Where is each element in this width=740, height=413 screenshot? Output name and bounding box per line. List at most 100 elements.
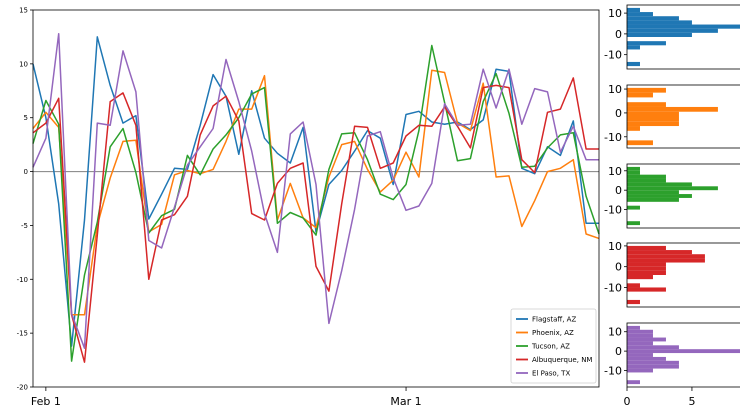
histogram-frame — [626, 84, 740, 149]
histogram-frame — [626, 322, 740, 388]
histogram-y-tick-label: 10 — [608, 326, 622, 339]
legend-label-albuquerque-nm: Albuquerque, NM — [532, 356, 592, 364]
histogram-bar — [627, 262, 666, 267]
histogram-bar — [627, 345, 679, 350]
main-line-chart: -20 -15 -10 -5 0 5 10 15 Feb 1 Mar 1 Flagstaff, AZ… — [17, 7, 600, 408]
histogram-bar — [627, 221, 640, 226]
histogram-x-tick-label: 0 — [624, 395, 631, 408]
histogram-bar — [627, 20, 692, 25]
histogram-bar — [627, 258, 705, 263]
y-tick-label: -5 — [21, 222, 28, 230]
histogram-bar — [627, 368, 653, 373]
histogram-frame — [626, 242, 740, 308]
histogram-bar — [627, 333, 653, 338]
histogram-bar — [627, 182, 692, 187]
x-tick-label: Mar 1 — [390, 395, 421, 408]
histogram-y-tick-label: -10 — [604, 131, 622, 144]
histogram-y-tick-label: -10 — [604, 281, 622, 294]
histogram-bar — [627, 190, 679, 195]
histogram-bar — [627, 28, 718, 33]
histogram-y-tick-label: -10 — [604, 365, 622, 378]
histogram-bar — [627, 41, 666, 46]
histogram-y-tick-label: -10 — [604, 49, 622, 62]
histogram-bar — [627, 174, 666, 179]
histogram-frame — [626, 4, 740, 70]
histogram-bar — [627, 32, 692, 37]
x-tick-label: Feb 1 — [31, 395, 61, 408]
legend-label-tucson-az: Tucson, AZ — [531, 343, 570, 351]
histogram-bar — [627, 87, 666, 93]
y-tick-label: 5 — [24, 114, 28, 122]
histogram-bar — [627, 121, 679, 127]
histogram-y-tick-label: 10 — [608, 240, 622, 253]
histogram-y-tick-label: 0 — [615, 345, 622, 358]
histogram-bar — [627, 178, 666, 183]
histogram-y-tick-label: 0 — [615, 184, 622, 197]
series-line-albuquerque-nm — [32, 77, 599, 363]
histogram-bar — [627, 45, 640, 50]
histogram-phoenix-az: -10 0 10 — [604, 83, 740, 149]
histogram-bar — [627, 61, 640, 67]
histogram-bar — [627, 140, 653, 146]
histogram-y-tick-label: 10 — [608, 7, 622, 20]
legend: Flagstaff, AZ Phoenix, AZ Tucson, AZ Albuqu… — [510, 308, 597, 384]
histogram-bar — [627, 329, 653, 334]
histogram-bar — [627, 92, 653, 98]
histogram-bar — [627, 283, 640, 288]
histogram-y-tick-label: 10 — [608, 165, 622, 178]
histogram-bar — [627, 111, 679, 117]
histogram-bar — [627, 186, 718, 191]
histogram-bar — [627, 341, 653, 346]
histogram-bar — [627, 353, 653, 357]
histogram-bar — [627, 12, 653, 17]
histogram-y-tick-label: 10 — [608, 83, 622, 96]
series-line-el-paso-tx — [32, 32, 599, 349]
histogram-y-tick-label: -10 — [604, 204, 622, 217]
series-line-tucson-az — [32, 44, 600, 362]
histogram-bar — [627, 254, 705, 259]
legend-label-phoenix-az: Phoenix, AZ — [532, 329, 574, 337]
legend-box — [510, 308, 597, 384]
y-tick-label: 10 — [19, 60, 28, 68]
y-tick-label: -15 — [17, 330, 28, 338]
histogram-bar — [627, 380, 640, 385]
histogram-bar — [627, 126, 640, 131]
y-tick-label: -10 — [17, 276, 28, 284]
histogram-bar — [627, 102, 666, 107]
histogram-bar — [627, 197, 679, 202]
histogram-y-tick-label: 0 — [615, 107, 622, 120]
histogram-bar — [627, 250, 692, 255]
histogram-bar — [627, 205, 640, 210]
histogram-bar — [627, 16, 679, 21]
histogram-x-tick-label: 5 — [688, 395, 695, 408]
histogram-bar — [627, 245, 666, 251]
histogram-bar — [627, 166, 640, 171]
histogram-frame — [626, 163, 740, 229]
histogram-bar — [627, 24, 740, 29]
histogram-bar — [627, 299, 640, 305]
main-plot-frame — [32, 9, 600, 388]
histogram-bar — [627, 325, 640, 330]
histogram-bar — [627, 270, 666, 275]
histogram-bar — [627, 349, 740, 354]
histogram-bar — [627, 106, 718, 112]
histogram-bar — [627, 194, 692, 198]
histogram-bar — [627, 360, 679, 365]
histogram-bar — [627, 356, 666, 361]
histogram-bar — [627, 7, 640, 13]
histogram-flagstaff-az: -10 0 10 — [604, 4, 740, 70]
histogram-bar — [627, 275, 653, 280]
histogram-bar — [627, 266, 666, 271]
y-tick-label: 15 — [19, 7, 28, 15]
histogram-bar — [627, 116, 679, 122]
histogram-albuquerque-nm: -10 0 10 — [604, 240, 740, 308]
main-plot-area — [33, 10, 599, 387]
histogram-el-paso-tx: -10 0 10 0 5 — [604, 322, 740, 408]
histogram-tucson-az: -10 0 10 — [604, 163, 740, 229]
histogram-bar — [627, 364, 679, 369]
histogram-bar — [627, 337, 666, 342]
legend-label-flagstaff-az: Flagstaff, AZ — [532, 316, 576, 324]
histogram-y-tick-label: 0 — [615, 261, 622, 274]
